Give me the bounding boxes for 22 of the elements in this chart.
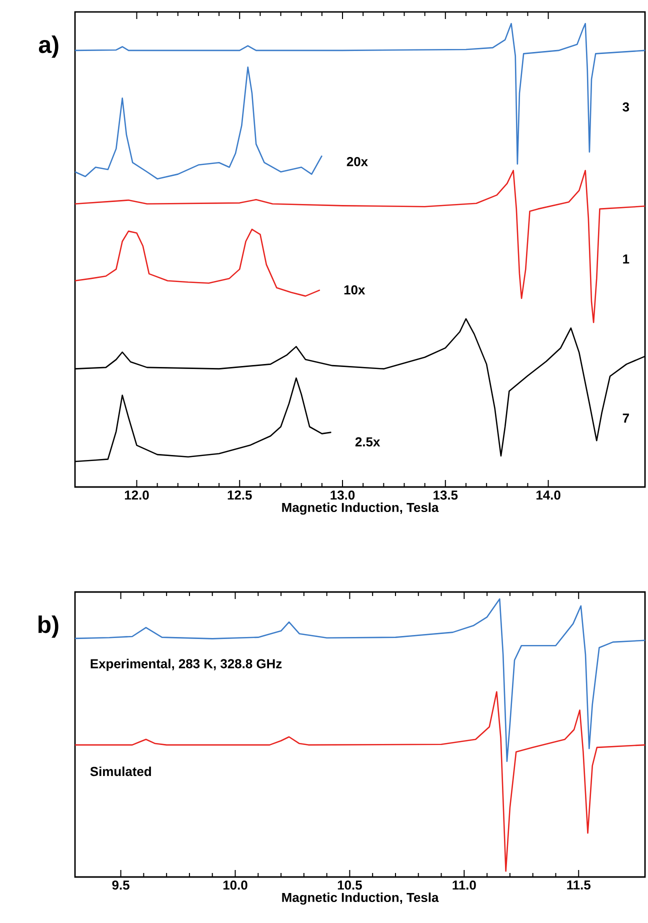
x-tick-label: 11.0 [452, 880, 476, 890]
annotation: 10x [344, 285, 366, 294]
x-tick-label: 9.5 [112, 880, 130, 890]
x-tick-label: 13.0 [330, 490, 355, 500]
annotation: 1 [623, 254, 630, 264]
annotation: 2.5x [355, 437, 380, 446]
x-tick-label: 12.5 [228, 490, 252, 500]
x-tick-label: 11.5 [567, 880, 591, 890]
series-label: Simulated [90, 766, 151, 776]
x-tick-label: 12.0 [124, 490, 149, 500]
annotation: 20x [346, 157, 368, 166]
x-tick-label: 10.0 [223, 880, 248, 890]
x-axis-title: Magnetic Induction, Tesla [282, 892, 439, 905]
x-tick-label: 14.0 [536, 490, 560, 500]
annotation: 7 [622, 414, 629, 423]
series-label: Experimental, 283 K, 328.8 GHz [90, 658, 282, 671]
annotation: 3 [622, 102, 630, 112]
chart-title: a) [38, 36, 58, 58]
text: b) [38, 616, 58, 638]
x-axis-title: Magnetic Induction, Tesla [282, 502, 439, 515]
x-tick-label: 13.5 [434, 490, 458, 500]
x-tick-label: 10.5 [338, 880, 362, 890]
